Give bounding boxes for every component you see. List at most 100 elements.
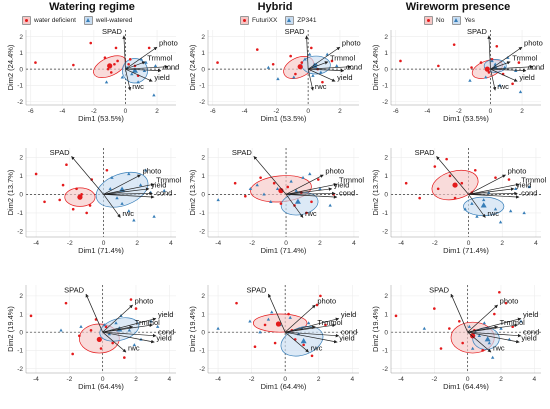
point-group2 <box>335 64 339 68</box>
point-group2 <box>467 324 472 328</box>
variable-arrow <box>284 304 316 333</box>
axis-title-x: Dim1 (64.4%) <box>261 382 307 391</box>
point-group1 <box>71 352 74 356</box>
centroid-group1 <box>77 194 83 200</box>
point-group2 <box>490 59 494 63</box>
point-group1 <box>310 200 313 204</box>
point-group2 <box>143 168 148 172</box>
legend-watering: water deficient well-watered <box>22 16 140 25</box>
point-group1 <box>511 82 514 86</box>
point-group1 <box>394 314 398 318</box>
point-group2 <box>527 185 531 189</box>
point-group1 <box>109 71 113 74</box>
tick-label-y: -2 <box>199 99 205 106</box>
tick-label-x: 2 <box>500 240 504 247</box>
point-group2 <box>470 346 475 350</box>
point-group1 <box>89 329 93 332</box>
point-group1 <box>113 62 116 66</box>
point-group1 <box>61 183 65 187</box>
variable-arrow <box>304 35 309 70</box>
centroid-group1 <box>452 182 458 188</box>
point-group1 <box>134 307 138 310</box>
tick-label-y: 0 <box>201 192 205 199</box>
variable-arrow <box>467 317 522 333</box>
variable-arrow <box>103 194 155 199</box>
legend-label-no: No <box>436 17 445 24</box>
point-group2 <box>475 214 479 218</box>
point-group2 <box>132 218 136 222</box>
variable-arrow <box>102 317 157 333</box>
tick-label-y: 1 <box>384 173 388 180</box>
legend-wireworm: No Yes <box>424 16 483 25</box>
axis-title-y: Dim2 (19.4%) <box>6 306 15 352</box>
point-group1 <box>439 347 443 350</box>
variable-arrow <box>122 35 126 70</box>
point-group2 <box>248 186 253 190</box>
point-group1 <box>253 345 257 348</box>
variable-label: Trmmol <box>521 176 546 185</box>
point-group1 <box>64 301 68 305</box>
variable-arrow <box>102 331 155 344</box>
point-group2 <box>311 73 315 77</box>
tick-label-y: 0 <box>384 66 388 73</box>
variable-label: cond <box>523 327 539 336</box>
tick-label-x: -6 <box>393 108 399 115</box>
variable-arrow <box>125 68 162 73</box>
tick-label-y: 2 <box>19 34 23 41</box>
variable-label: SPAD <box>429 286 449 295</box>
point-group1 <box>399 59 402 63</box>
point-group2 <box>289 179 293 183</box>
point-group1 <box>289 54 292 58</box>
variable-arrow <box>125 61 146 70</box>
variable-arrow <box>467 331 492 353</box>
point-group2 <box>110 175 114 179</box>
tick-label-y: -2 <box>199 229 205 236</box>
tick-label-y: 0 <box>19 329 23 336</box>
tick-label-x: -2 <box>67 240 73 247</box>
variable-arrow <box>308 68 345 73</box>
variable-arrow <box>468 194 520 199</box>
centroid-group2 <box>484 336 491 342</box>
tick-label-x: 0 <box>306 108 310 115</box>
tick-label-x: 0 <box>284 240 288 247</box>
point-group2 <box>59 328 63 332</box>
tick-label-y: 0 <box>201 66 205 73</box>
legend-item-zp341: ZP341 <box>285 16 316 25</box>
point-group2 <box>463 207 467 211</box>
tick-label-x: -4 <box>59 108 65 115</box>
tick-label-y: 1 <box>201 50 205 57</box>
tick-label-y: 1 <box>384 50 388 57</box>
variable-arrow <box>103 191 153 196</box>
point-group2 <box>255 183 259 187</box>
variable-arrow <box>467 323 519 333</box>
variable-arrow <box>286 191 336 196</box>
point-group1 <box>255 48 259 51</box>
legend-hybrid: FuturiXX ZP341 <box>240 16 324 25</box>
variable-label: rwc <box>132 82 144 91</box>
variable-label: cond <box>341 327 357 336</box>
legend-item-water-deficient: water deficient <box>22 16 76 25</box>
variable-label: rwc <box>493 344 505 353</box>
variable-label: yield <box>156 334 171 343</box>
point-group2 <box>493 207 498 211</box>
tick-label-x: -6 <box>210 108 216 115</box>
tick-label-y: -2 <box>17 229 23 236</box>
point-group1 <box>279 202 283 205</box>
axis-title-x: Dim1 (53.5%) <box>78 114 124 123</box>
axis-title-x: Dim1 (53.5%) <box>261 114 307 123</box>
point-group1 <box>65 163 68 166</box>
variable-label: photo <box>524 39 543 48</box>
point-group2 <box>266 317 271 321</box>
legend-item-futurixx: FuturiXX <box>240 16 277 25</box>
variable-label: Trmmol <box>339 176 364 185</box>
tick-label-y: 0 <box>19 66 23 73</box>
point-group2 <box>139 57 143 61</box>
variable-arrow <box>467 331 522 338</box>
variable-label: rwc <box>122 209 134 218</box>
point-group2 <box>153 64 158 68</box>
point-group1 <box>330 59 334 63</box>
tick-label-x: -4 <box>398 240 404 247</box>
variable-arrow <box>125 69 132 91</box>
